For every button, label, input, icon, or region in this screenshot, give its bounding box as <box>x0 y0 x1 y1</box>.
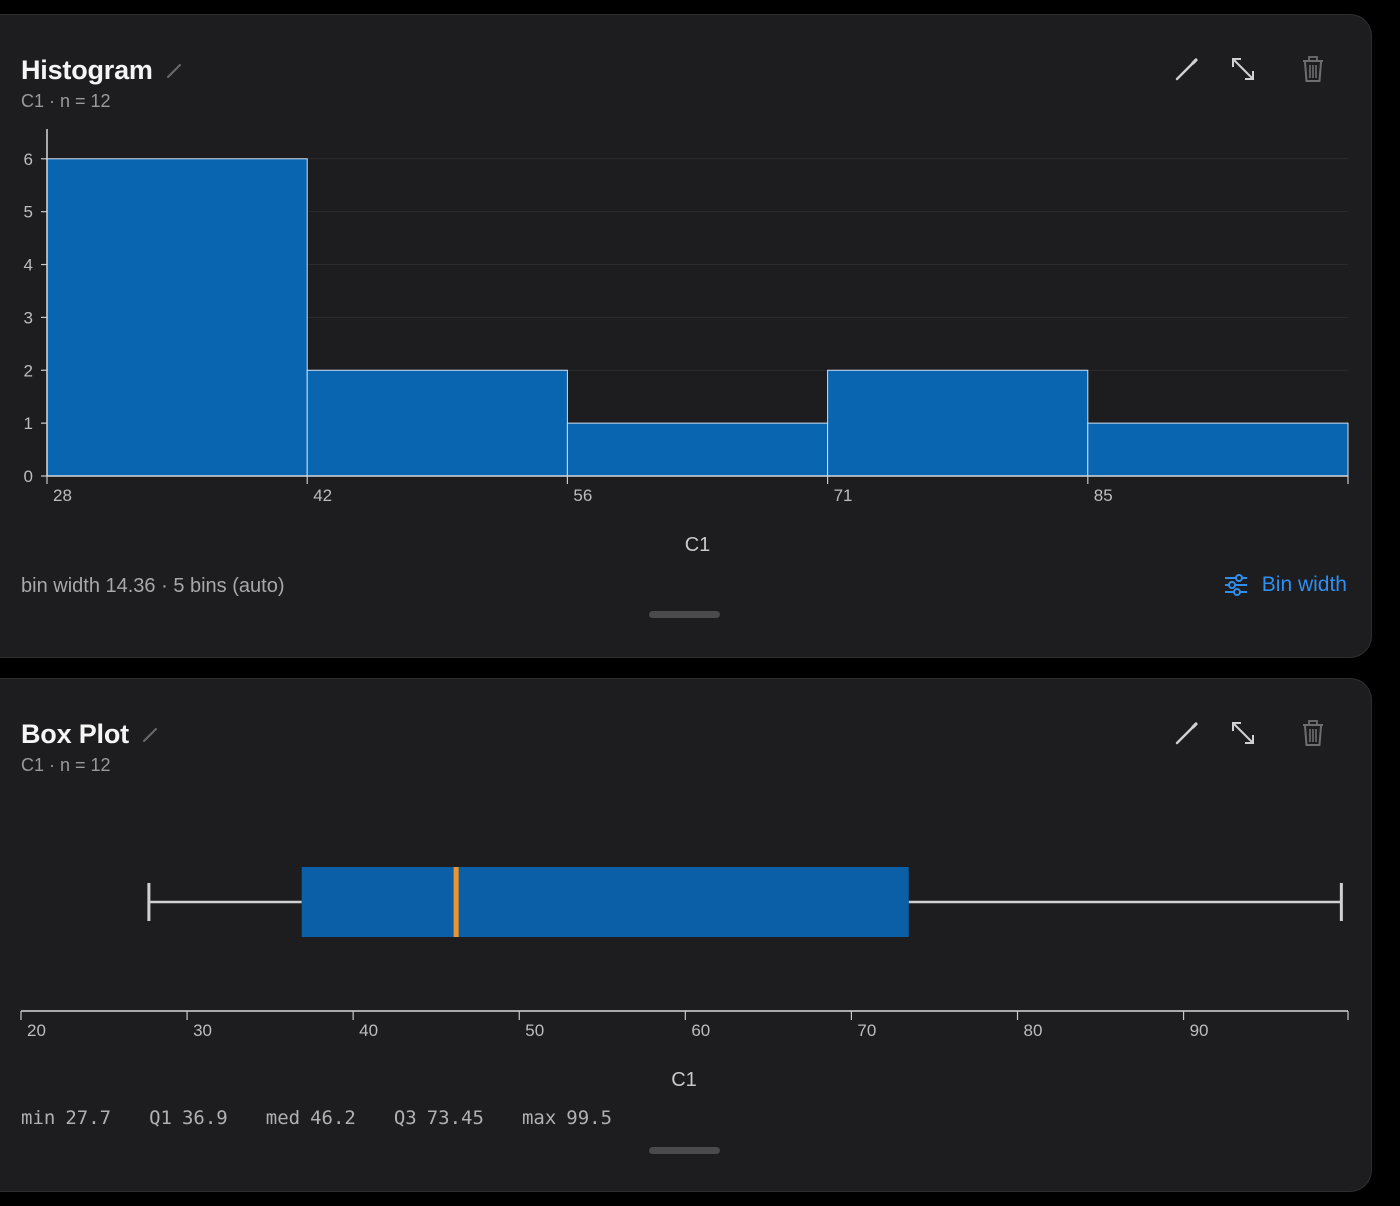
boxplot-actions <box>1159 717 1341 749</box>
boxplot-chart: 20 30 40 50 60 70 80 90 C1 <box>20 867 1349 1091</box>
y-tick-label: 1 <box>24 414 33 433</box>
x-tick-label: 60 <box>691 1021 710 1040</box>
expand-button[interactable] <box>1215 717 1271 749</box>
x-tick-label: 71 <box>834 486 853 505</box>
histogram-bar <box>827 369 1089 477</box>
edit-button[interactable] <box>1159 717 1215 749</box>
bin-info: bin width 14.36 · 5 bins (auto) <box>21 575 285 597</box>
rename-pencil-icon[interactable] <box>165 62 183 80</box>
bin-width-button[interactable]: Bin width <box>1224 573 1347 597</box>
x-tick-label: 42 <box>313 486 332 505</box>
resize-handle[interactable] <box>649 1147 720 1154</box>
x-tick-label: 50 <box>525 1021 544 1040</box>
resize-handle[interactable] <box>649 611 720 618</box>
pencil-icon <box>1175 58 1198 81</box>
boxplot-title-row: Box Plot <box>21 719 159 750</box>
histogram-subtitle: C1 · n = 12 <box>21 91 111 111</box>
histogram-bar <box>46 158 308 477</box>
boxplot-title: Box Plot <box>21 719 129 749</box>
x-axis-label: C1 <box>685 534 711 556</box>
expand-button[interactable] <box>1215 53 1271 85</box>
rename-pencil-icon[interactable] <box>141 726 159 744</box>
histogram-bar <box>306 369 568 477</box>
y-tick-label: 6 <box>24 150 33 169</box>
boxplot-stats: min 27.7 Q1 36.9 med 46.2 Q3 73.45 max 99.5 <box>21 1107 650 1129</box>
stat-q3: Q3 73.45 <box>393 1107 484 1129</box>
y-tick-label: 5 <box>24 203 33 222</box>
trash-icon <box>1303 720 1323 746</box>
x-tick-label: 30 <box>193 1021 212 1040</box>
delete-button[interactable] <box>1285 717 1341 749</box>
y-tick-label: 0 <box>24 467 33 486</box>
sliders-icon <box>1224 574 1247 596</box>
boxplot-subtitle: C1 · n = 12 <box>21 755 111 775</box>
x-tick-label: 20 <box>27 1021 46 1040</box>
y-tick-label: 4 <box>24 256 33 275</box>
x-tick-label: 90 <box>1190 1021 1209 1040</box>
x-tick-label: 70 <box>857 1021 876 1040</box>
y-tick-label: 3 <box>24 308 33 327</box>
bin-width-label: Bin width <box>1261 573 1347 596</box>
stat-q1: Q1 36.9 <box>149 1107 228 1129</box>
stat-median: med 46.2 <box>265 1107 356 1129</box>
x-tick-label: 40 <box>359 1021 378 1040</box>
stat-max: max 99.5 <box>521 1107 613 1129</box>
x-tick-label: 56 <box>573 486 592 505</box>
x-tick-label: 80 <box>1023 1021 1042 1040</box>
histogram-title: Histogram <box>21 55 153 85</box>
delete-button[interactable] <box>1285 53 1341 85</box>
edit-button[interactable] <box>1159 53 1215 85</box>
x-axis-label: C1 <box>671 1069 697 1091</box>
y-tick-label: 2 <box>24 361 33 380</box>
pencil-icon <box>1175 722 1198 745</box>
histogram-title-row: Histogram <box>21 55 183 86</box>
expand-arrows-icon <box>1232 722 1254 744</box>
x-tick-label: 85 <box>1094 486 1113 505</box>
x-tick-label: 28 <box>53 486 72 505</box>
iqr-box <box>301 867 909 937</box>
boxplot-card: Box Plot C1 · n = 12 <box>0 678 1372 1192</box>
histogram-bar <box>1087 422 1349 477</box>
stat-min: min 27.7 <box>21 1107 112 1129</box>
histogram-bar <box>566 422 829 477</box>
histogram-actions <box>1159 53 1341 85</box>
expand-arrows-icon <box>1232 58 1254 80</box>
histogram-card: Histogram C1 · n = 12 <box>0 14 1372 658</box>
trash-icon <box>1303 56 1323 82</box>
